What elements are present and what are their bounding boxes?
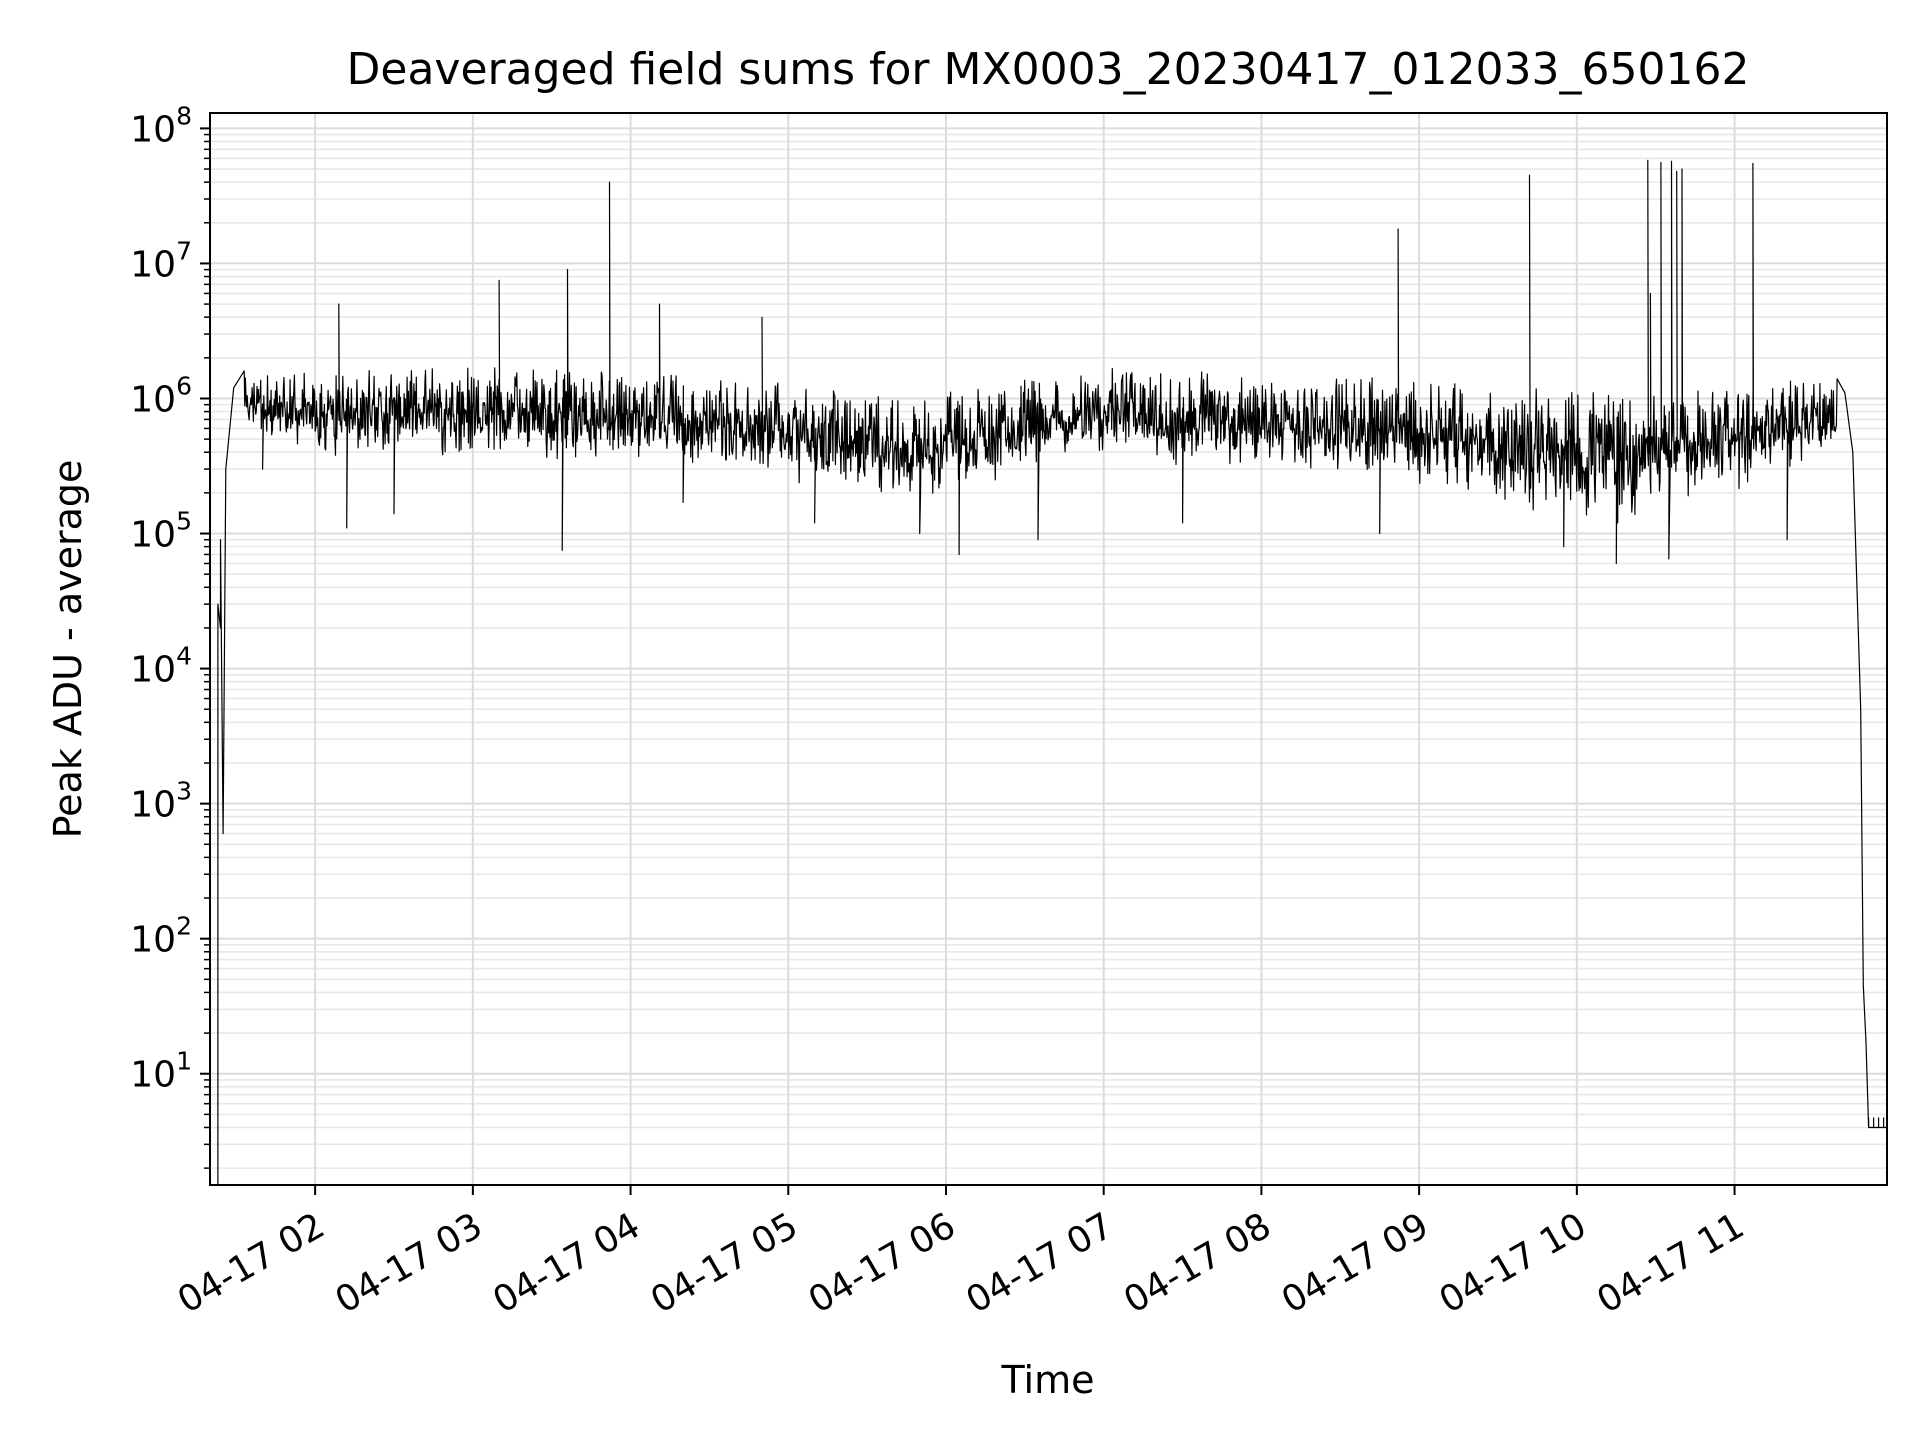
plot-frame [209,112,1888,1186]
y-tick-label: 107 [130,236,192,285]
series-line [217,159,1887,1185]
y-tick-label: 105 [130,507,192,556]
y-tick-label: 101 [130,1047,192,1096]
y-tick-label: 104 [130,642,192,691]
y-tick-label: 102 [130,912,192,961]
chart-title: Deaveraged field sums for MX0003_2023041… [347,44,1750,95]
y-axis-label: Peak ADU - average [46,460,90,839]
y-axis: 101 102 103 104 105 106 107 108 [130,101,210,1169]
series-trace [217,159,1887,1185]
y-tick-label: 103 [130,777,192,826]
x-axis-label: Time [1001,1358,1095,1402]
gridlines [210,113,1887,1185]
y-tick-label: 106 [130,371,192,420]
y-tick-label: 108 [130,101,192,150]
